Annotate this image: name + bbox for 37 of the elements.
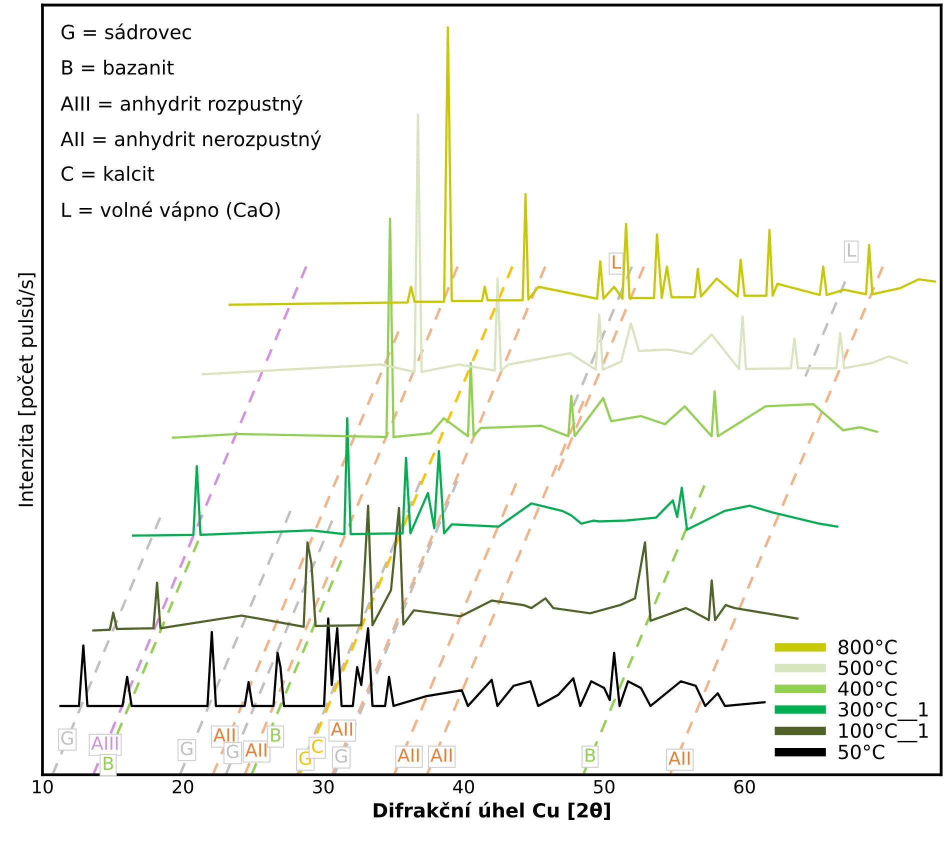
annotation: L (848, 243, 856, 257)
annotation: G (180, 742, 192, 756)
legend-label: 50°C (838, 744, 884, 760)
annotation: AIII (91, 736, 118, 750)
annotation: AII (213, 728, 234, 742)
x-tick-label: 40 (453, 780, 474, 794)
legend-label: 500°C (838, 660, 897, 676)
annotation: AII (668, 752, 690, 765)
annotation: B = bazanit (62, 60, 174, 75)
annotation: G (335, 749, 347, 763)
x-axis-title: Difrakční úhel Cu [2θ] (374, 802, 610, 820)
legend-label: 300°C__1 (838, 702, 928, 721)
legend-label: 100°C__1 (839, 723, 928, 742)
annotation: AIII = anhydrit rozpustný (60, 95, 303, 115)
annotation: AII (398, 748, 419, 762)
annotation: B (586, 748, 596, 762)
x-tick-label: 20 (172, 780, 194, 794)
annotation: AII (430, 748, 452, 762)
annotation: L = volné vápno (CaO) (62, 201, 280, 221)
annotation: C (312, 739, 323, 754)
annotation: B (104, 756, 114, 770)
annotation: AII (245, 743, 266, 757)
x-tick-label: 10 (32, 780, 53, 794)
annotation: AII = anhydrit nerozpustný (60, 130, 322, 150)
x-tick-label: 50 (594, 780, 614, 794)
y-axis-title: Intenzita [počet pulsů/s] (16, 273, 37, 506)
x-tick-label: 30 (313, 780, 334, 794)
legend-label: 800°C (838, 640, 897, 654)
annotation: G (61, 731, 73, 745)
annotation: G (226, 744, 238, 758)
annotation: C = kalcit (62, 166, 154, 181)
x-tick-label: 60 (734, 780, 755, 794)
annotation: B (271, 728, 280, 742)
annotation: L (612, 255, 622, 269)
legend-label: 400°C (838, 681, 897, 696)
annotation: G = sádrovec (62, 24, 191, 40)
annotation: AII (330, 722, 352, 736)
